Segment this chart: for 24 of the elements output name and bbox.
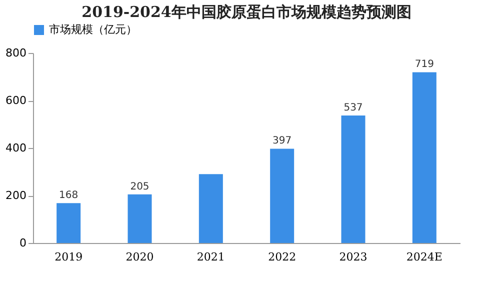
x-tick-label: 2021: [196, 250, 225, 264]
y-tick-label: 0: [20, 236, 26, 250]
bar: [341, 115, 366, 243]
bar: [198, 174, 223, 243]
y-tick-label: 200: [6, 189, 26, 202]
text: 719: [414, 59, 434, 70]
text: 397: [272, 136, 292, 147]
x-tick-label: 2019: [54, 250, 83, 264]
chart-title: 2019-2024年中国胶原蛋白市场规模趋势预测图: [82, 3, 412, 21]
x-tick-label: 2024E: [406, 250, 442, 264]
bar: [128, 194, 152, 243]
x-tick-label: 2020: [126, 250, 154, 264]
text: 205: [130, 181, 150, 192]
bar: [270, 148, 294, 243]
x-tick-label: 2023: [339, 250, 368, 264]
bar: [412, 72, 436, 243]
bar: [56, 203, 81, 243]
y-tick-label: 800: [6, 46, 26, 60]
legend-label: 市场规模（亿元）: [49, 23, 137, 36]
x-tick-label: 2022: [268, 250, 296, 264]
text: 537: [344, 102, 363, 114]
y-tick-label: 600: [6, 94, 26, 107]
y-tick-label: 400: [6, 142, 26, 154]
text: 168: [59, 190, 78, 202]
